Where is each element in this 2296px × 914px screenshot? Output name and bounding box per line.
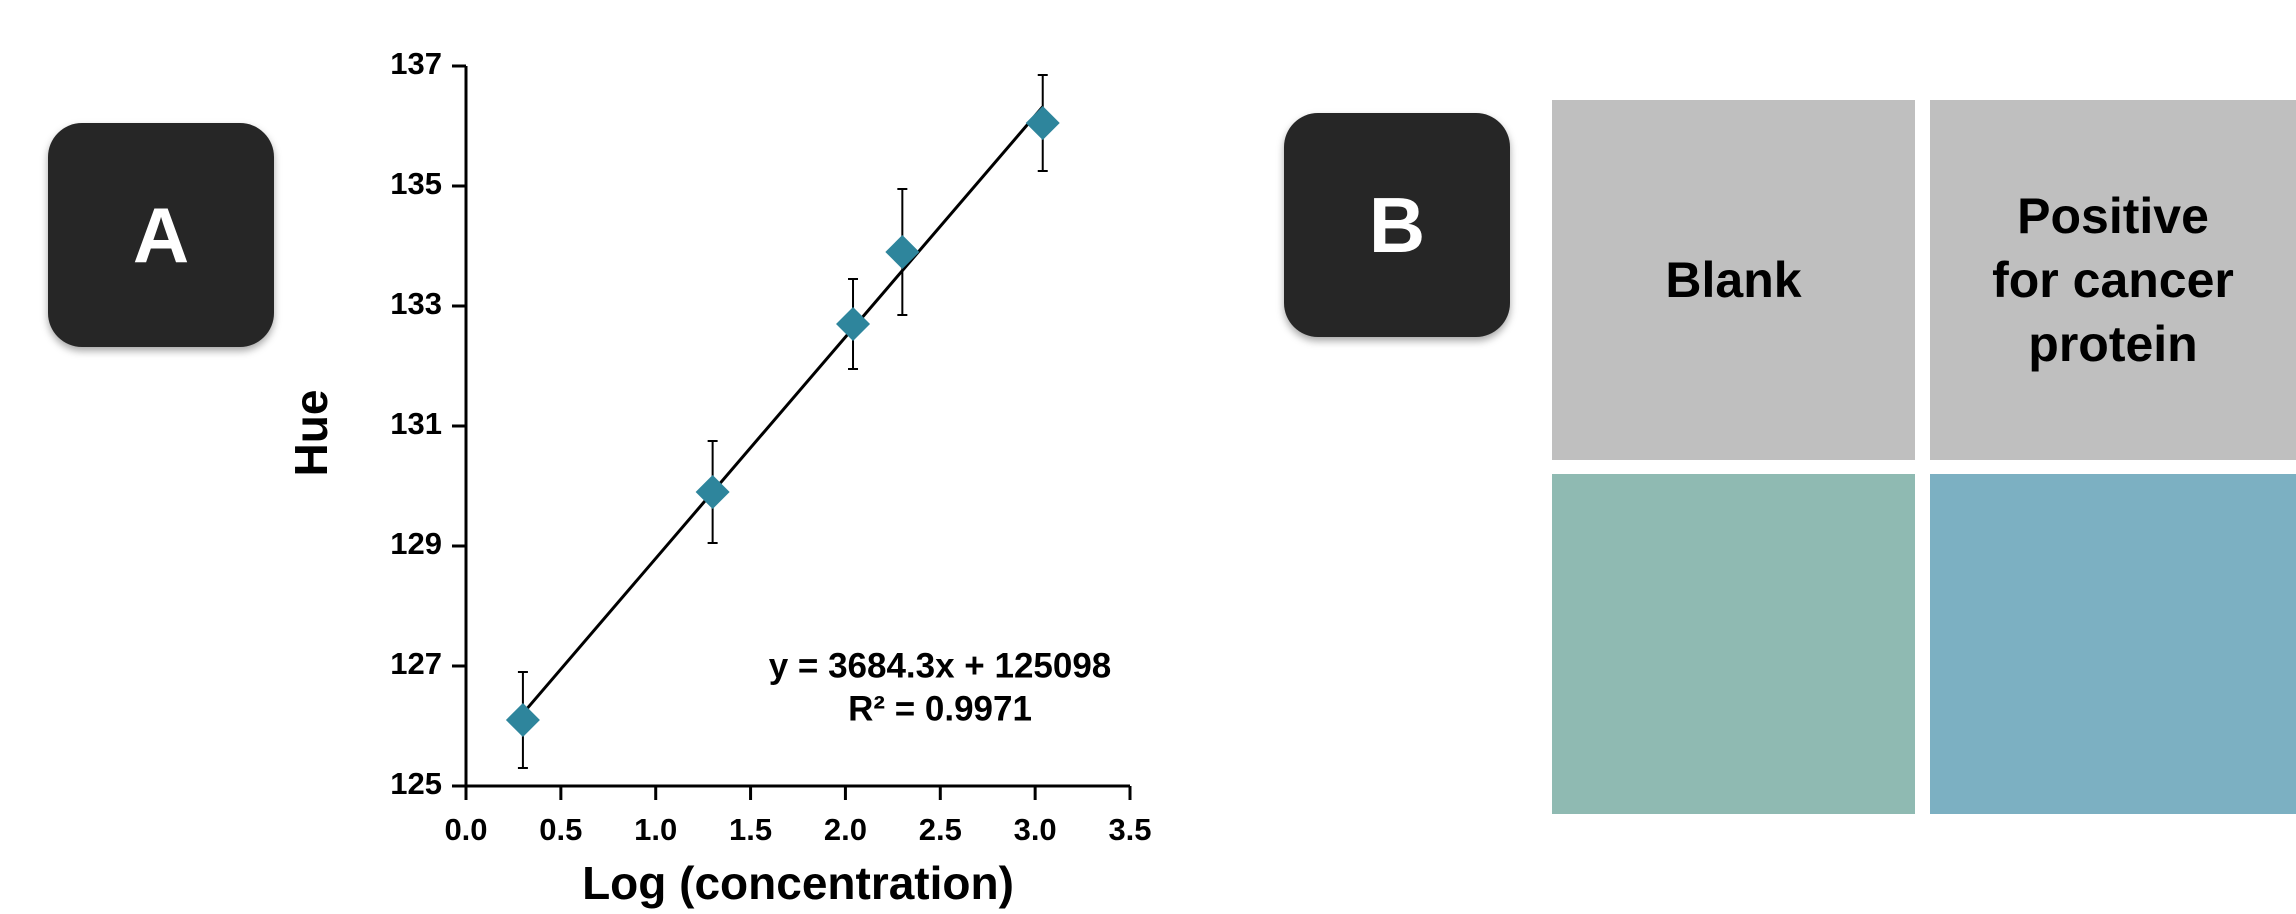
marker — [1026, 106, 1060, 140]
y-tick-label: 125 — [390, 766, 442, 801]
x-tick-label: 1.5 — [729, 812, 772, 847]
panel-label: B — [1284, 113, 1510, 337]
color-swatch — [1930, 474, 2296, 814]
y-tick-label: 135 — [390, 166, 442, 201]
panel-label: A — [48, 123, 274, 347]
x-tick-label: 0.0 — [444, 812, 487, 847]
y-tick-label: 133 — [390, 286, 442, 321]
x-tick-label: 3.5 — [1108, 812, 1151, 847]
y-tick-label: 127 — [390, 646, 442, 681]
y-axis-title: Hue — [285, 390, 337, 477]
x-tick-label: 2.5 — [919, 812, 962, 847]
table-header: Positive for cancer protein — [1930, 100, 2296, 460]
x-axis-title: Log (concentration) — [582, 857, 1014, 909]
y-tick-label: 131 — [390, 406, 442, 441]
x-tick-label: 3.0 — [1014, 812, 1057, 847]
color-swatch — [1552, 474, 1915, 814]
y-tick-label: 129 — [390, 526, 442, 561]
trendline — [523, 107, 1043, 714]
x-tick-label: 2.0 — [824, 812, 867, 847]
x-tick-label: 1.0 — [634, 812, 677, 847]
x-tick-label: 0.5 — [539, 812, 582, 847]
marker — [506, 703, 540, 737]
annotation: y = 3684.3x + 125098 — [769, 646, 1112, 685]
annotation: R² = 0.9971 — [848, 689, 1032, 728]
marker — [885, 235, 919, 269]
table-header: Blank — [1552, 100, 1915, 460]
page: 125 127 129 131 133 135 137 0.0 0.5 1.0 1.5 2.0 2.5 3… — [0, 0, 2296, 914]
y-tick-label: 137 — [390, 46, 442, 81]
